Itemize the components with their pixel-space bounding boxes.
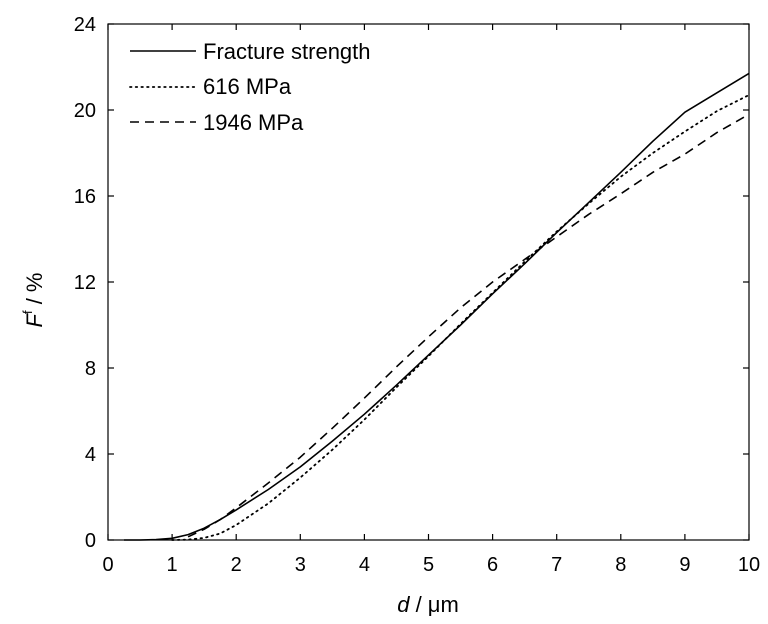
y-tick-label: 0 bbox=[85, 530, 96, 552]
series-line-616-mpa bbox=[171, 94, 750, 541]
y-axis-superscript: f bbox=[20, 310, 35, 314]
legend: Fracture strength 616 MPa 1946 MPa bbox=[129, 39, 371, 135]
x-tick-label: 7 bbox=[551, 554, 562, 576]
x-tick-label: 9 bbox=[679, 554, 690, 576]
x-tick-label: 4 bbox=[359, 554, 370, 576]
y-axis-variable: F bbox=[22, 312, 47, 327]
series-line-1946-mpa bbox=[187, 113, 750, 538]
y-tick-label: 12 bbox=[74, 272, 96, 294]
legend-label-616-mpa: 616 MPa bbox=[203, 74, 292, 99]
y-tick-label: 24 bbox=[74, 14, 96, 36]
x-tick-label: 10 bbox=[738, 554, 760, 576]
y-tick-label: 20 bbox=[74, 100, 96, 122]
y-tick-label: 4 bbox=[85, 444, 96, 466]
x-axis-title: d / μm bbox=[397, 592, 459, 617]
series-line-fracture-strength bbox=[124, 72, 750, 541]
x-tick-label: 6 bbox=[487, 554, 498, 576]
series-lines bbox=[124, 72, 750, 541]
legend-label-1946-mpa: 1946 MPa bbox=[203, 110, 304, 135]
legend-label-fracture-strength: Fracture strength bbox=[203, 39, 371, 64]
x-axis-unit: / μm bbox=[409, 592, 458, 617]
x-tick-label: 2 bbox=[231, 554, 242, 576]
y-axis-unit: / % bbox=[22, 273, 47, 311]
x-tick-label: 0 bbox=[102, 554, 113, 576]
plot-frame bbox=[107, 23, 750, 541]
axis-ticks bbox=[107, 23, 750, 541]
y-tick-label: 8 bbox=[85, 358, 96, 380]
x-tick-label: 5 bbox=[423, 554, 434, 576]
x-tick-label: 1 bbox=[167, 554, 178, 576]
x-axis-variable: d bbox=[397, 592, 410, 617]
x-tick-label: 3 bbox=[295, 554, 306, 576]
y-axis-title: Ff / % bbox=[20, 273, 47, 328]
x-tick-label: 8 bbox=[615, 554, 626, 576]
y-tick-label: 16 bbox=[74, 186, 96, 208]
